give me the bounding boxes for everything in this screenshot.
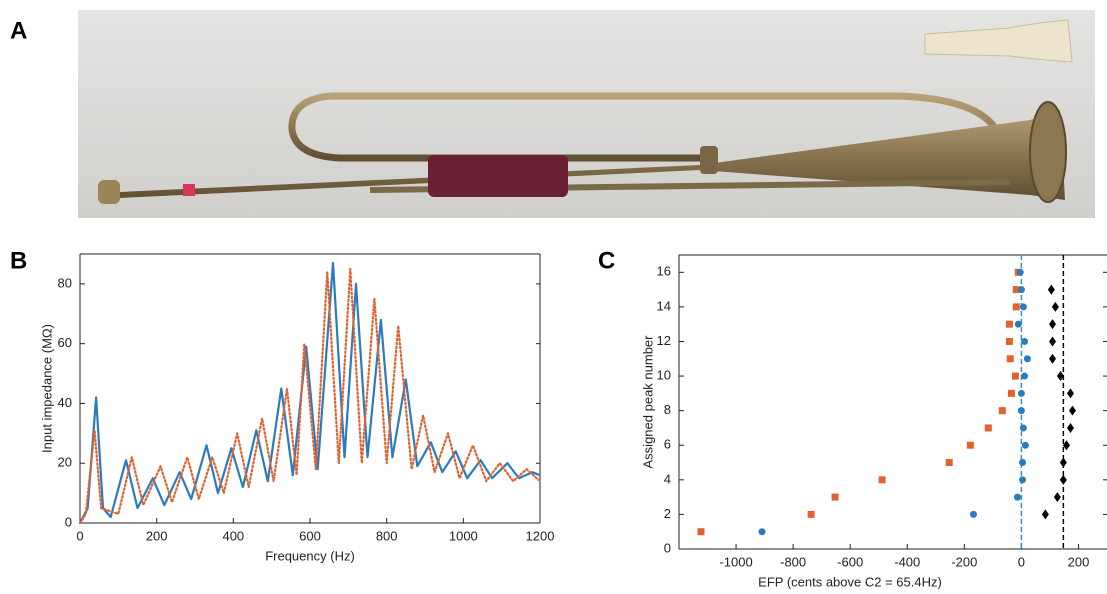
point — [878, 476, 886, 484]
y-tick-label: 40 — [58, 395, 72, 410]
x-tick-label: -400 — [894, 554, 920, 569]
panel-label: B — [10, 247, 27, 274]
point — [1014, 320, 1022, 328]
point — [1021, 337, 1029, 345]
point — [1023, 355, 1031, 363]
x-tick-label: 200 — [146, 528, 168, 543]
point — [1068, 405, 1076, 416]
x-tick-label: 1200 — [526, 528, 555, 543]
point — [966, 441, 974, 449]
point — [998, 407, 1006, 415]
y-tick-label: 10 — [657, 367, 671, 382]
point — [1051, 301, 1059, 312]
point — [1066, 388, 1074, 399]
point — [1019, 424, 1027, 432]
point — [758, 528, 766, 536]
y-tick-label: 80 — [58, 275, 72, 290]
point — [945, 459, 953, 467]
point — [969, 510, 977, 518]
point — [1016, 268, 1024, 276]
point — [1011, 372, 1019, 380]
point — [1049, 353, 1057, 364]
y-tick-label: 4 — [664, 471, 671, 486]
x-tick-label: -600 — [837, 554, 863, 569]
point — [1019, 476, 1027, 484]
point — [1005, 320, 1013, 328]
x-tick-label: 800 — [376, 528, 398, 543]
point — [831, 493, 839, 501]
point — [807, 510, 815, 518]
point — [1021, 441, 1029, 449]
x-tick-label: 600 — [299, 528, 321, 543]
x-tick-label: 200 — [1068, 554, 1090, 569]
point — [1013, 493, 1021, 501]
x-axis-label: Frequency (Hz) — [265, 548, 355, 563]
point — [1007, 389, 1015, 397]
y-tick-label: 8 — [664, 402, 671, 417]
panel-label: C — [598, 247, 615, 274]
impedance-line — [78, 267, 542, 525]
x-tick-label: -1000 — [719, 554, 752, 569]
point — [1062, 440, 1070, 451]
point — [984, 424, 992, 432]
y-axis-label: Input impedance (MΩ) — [39, 324, 54, 453]
point — [1059, 474, 1067, 485]
x-tick-label: -800 — [780, 554, 806, 569]
x-tick-label: 400 — [222, 528, 244, 543]
point — [1012, 286, 1020, 294]
y-tick-label: 2 — [664, 506, 671, 521]
y-axis-label: Assigned peak number — [640, 335, 655, 469]
point — [1041, 509, 1049, 520]
x-tick-label: 0 — [76, 528, 83, 543]
point — [1017, 407, 1025, 415]
y-tick-label: 14 — [657, 298, 671, 313]
point — [1049, 336, 1057, 347]
y-tick-label: 16 — [657, 264, 671, 279]
point — [1059, 457, 1067, 468]
point — [1053, 492, 1061, 503]
point — [1017, 286, 1025, 294]
photo — [78, 10, 1095, 218]
point — [1017, 389, 1025, 397]
point — [1019, 303, 1027, 311]
point — [1049, 319, 1057, 330]
panel-label: A — [10, 17, 27, 44]
y-tick-label: 0 — [65, 514, 72, 529]
x-tick-label: -200 — [951, 554, 977, 569]
y-tick-label: 20 — [58, 455, 72, 470]
point — [697, 528, 705, 536]
y-tick-label: 6 — [664, 437, 671, 452]
point — [1047, 284, 1055, 295]
x-axis-label: EFP (cents above C2 = 65.4Hz) — [758, 574, 942, 589]
point — [1012, 303, 1020, 311]
point — [1056, 371, 1064, 382]
impedance-line — [79, 261, 541, 524]
point — [1006, 355, 1014, 363]
x-tick-label: 0 — [1018, 554, 1025, 569]
y-tick-label: 0 — [664, 540, 671, 555]
y-tick-label: 60 — [58, 335, 72, 350]
point — [1021, 372, 1029, 380]
y-tick-label: 12 — [657, 333, 671, 348]
point — [1005, 337, 1013, 345]
point — [1066, 422, 1074, 433]
point — [1019, 459, 1027, 467]
x-tick-label: 1000 — [449, 528, 478, 543]
